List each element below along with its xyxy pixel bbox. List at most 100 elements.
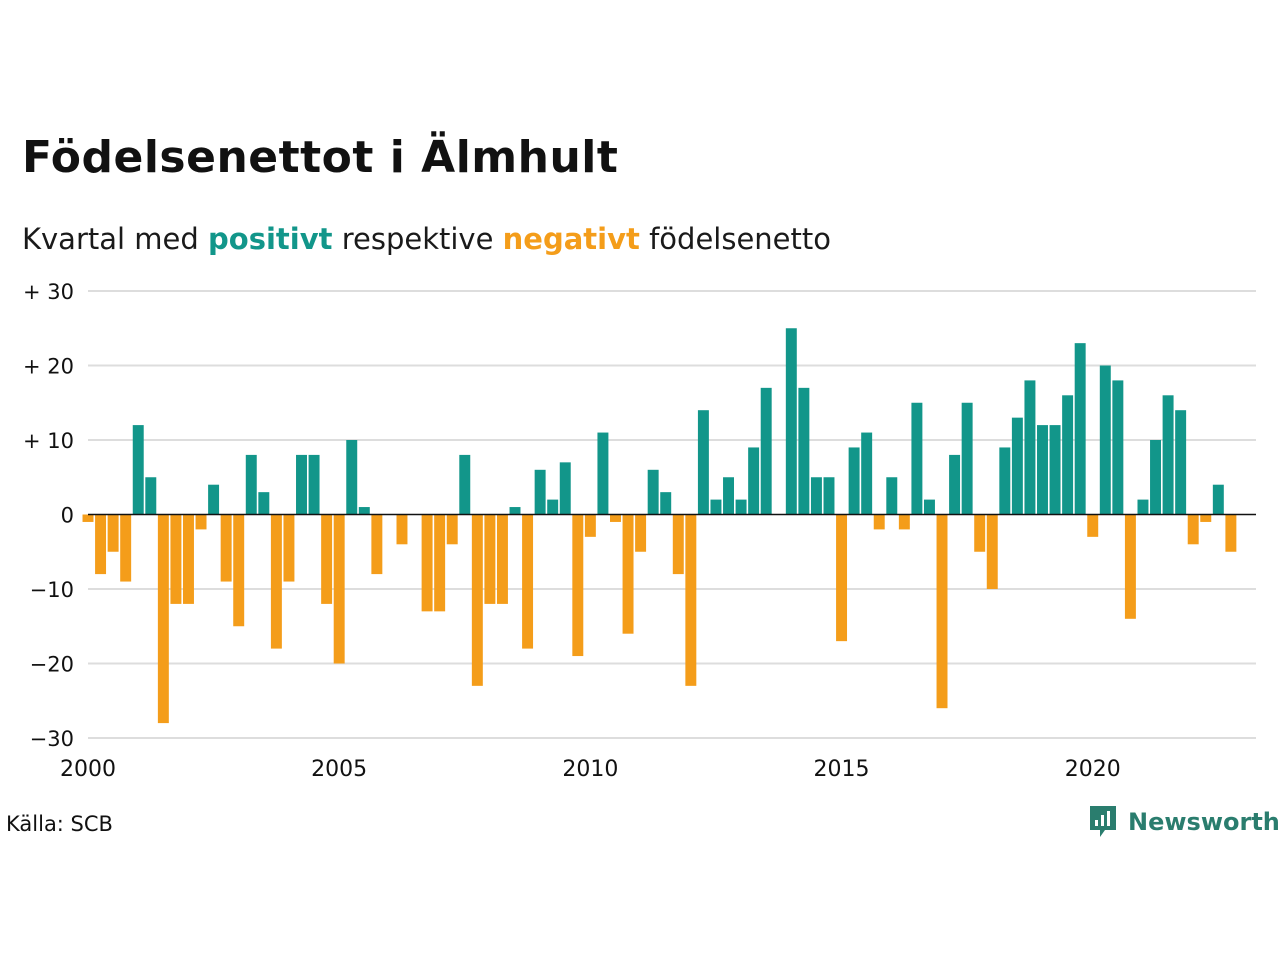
x-tick-label: 2015 xyxy=(814,757,870,782)
chart-title: Födelsenettot i Älmhult xyxy=(22,132,619,183)
bar xyxy=(923,499,935,515)
bar xyxy=(999,447,1011,515)
newsworthy-logo-icon xyxy=(1090,806,1116,837)
bar xyxy=(1112,380,1124,515)
y-tick-label: + 20 xyxy=(23,355,74,379)
bar xyxy=(936,514,948,709)
bar xyxy=(270,514,282,649)
bar xyxy=(245,454,257,515)
bar xyxy=(1062,395,1074,515)
subtitle-text-middle: respektive xyxy=(341,222,494,256)
bar xyxy=(697,410,709,515)
bar xyxy=(522,514,534,649)
bar xyxy=(1049,425,1061,515)
bar xyxy=(1124,514,1136,619)
bar xyxy=(1175,410,1187,515)
y-tick-label: −10 xyxy=(30,578,74,602)
bar xyxy=(622,514,634,634)
bar xyxy=(82,514,94,522)
subtitle-negative-label: negativt xyxy=(502,222,640,256)
bar xyxy=(182,514,194,604)
y-tick-label: −20 xyxy=(30,653,74,677)
brand-name: Newsworthy xyxy=(1128,808,1280,836)
bar xyxy=(647,469,659,515)
bar xyxy=(459,454,471,515)
bar xyxy=(1087,514,1099,537)
x-tick-label: 2005 xyxy=(311,757,367,782)
bar xyxy=(132,425,144,515)
bar xyxy=(509,507,521,515)
bar xyxy=(949,454,961,515)
bar xyxy=(685,514,697,686)
x-tick-label: 2000 xyxy=(60,757,116,782)
bar xyxy=(258,492,270,515)
bar xyxy=(748,447,760,515)
x-tick-label: 2010 xyxy=(562,757,618,782)
bar xyxy=(1162,395,1174,515)
bar xyxy=(283,514,295,582)
bar xyxy=(911,402,923,515)
bar xyxy=(434,514,446,612)
bar xyxy=(421,514,433,612)
bar xyxy=(848,447,860,515)
brand-logo: Newsworthy xyxy=(1088,804,1280,840)
bar xyxy=(145,477,157,515)
bar xyxy=(836,514,848,642)
bar xyxy=(735,499,747,515)
x-tick-label: 2020 xyxy=(1065,757,1121,782)
subtitle-text-end: födelsenetto xyxy=(649,222,831,256)
bar xyxy=(861,432,873,515)
bar xyxy=(208,484,220,515)
y-tick-label: 0 xyxy=(61,504,74,528)
source-note: Källa: SCB xyxy=(6,812,113,836)
bar xyxy=(1150,440,1162,515)
y-tick-label: −30 xyxy=(30,727,74,751)
bar xyxy=(798,387,810,515)
bar xyxy=(1137,499,1149,515)
bar xyxy=(723,477,734,515)
bar xyxy=(484,514,496,604)
subtitle-text-start: Kvartal med xyxy=(22,222,199,256)
bar xyxy=(547,499,559,515)
bar xyxy=(471,514,483,686)
bar xyxy=(572,514,584,657)
bar xyxy=(810,477,822,515)
bar xyxy=(886,477,898,515)
bar xyxy=(710,499,722,515)
bar xyxy=(823,477,835,515)
bar xyxy=(107,514,119,552)
bar xyxy=(898,514,910,530)
bar xyxy=(1099,365,1111,515)
bar xyxy=(95,514,107,575)
bar xyxy=(1037,425,1048,515)
bar xyxy=(346,440,358,515)
bar xyxy=(760,387,772,515)
bar xyxy=(220,514,232,582)
bar xyxy=(986,514,998,589)
bar xyxy=(610,514,621,522)
bar xyxy=(1011,417,1023,515)
bar xyxy=(961,402,973,515)
bar xyxy=(333,514,345,664)
bar xyxy=(1187,514,1199,545)
bar xyxy=(559,462,571,515)
bar xyxy=(1212,484,1224,515)
y-tick-label: + 30 xyxy=(23,280,74,304)
bar xyxy=(308,454,320,515)
bar xyxy=(446,514,458,545)
bar xyxy=(296,454,307,515)
bar xyxy=(873,514,885,530)
y-tick-label: + 10 xyxy=(23,429,74,453)
bar xyxy=(233,514,245,627)
bar xyxy=(1200,514,1212,522)
bar xyxy=(396,514,408,545)
bar xyxy=(672,514,684,575)
bar xyxy=(974,514,986,552)
bar xyxy=(635,514,647,552)
bar xyxy=(170,514,182,604)
bar xyxy=(1024,380,1036,515)
bar xyxy=(660,492,672,515)
bar xyxy=(1074,343,1086,515)
bar xyxy=(496,514,508,604)
